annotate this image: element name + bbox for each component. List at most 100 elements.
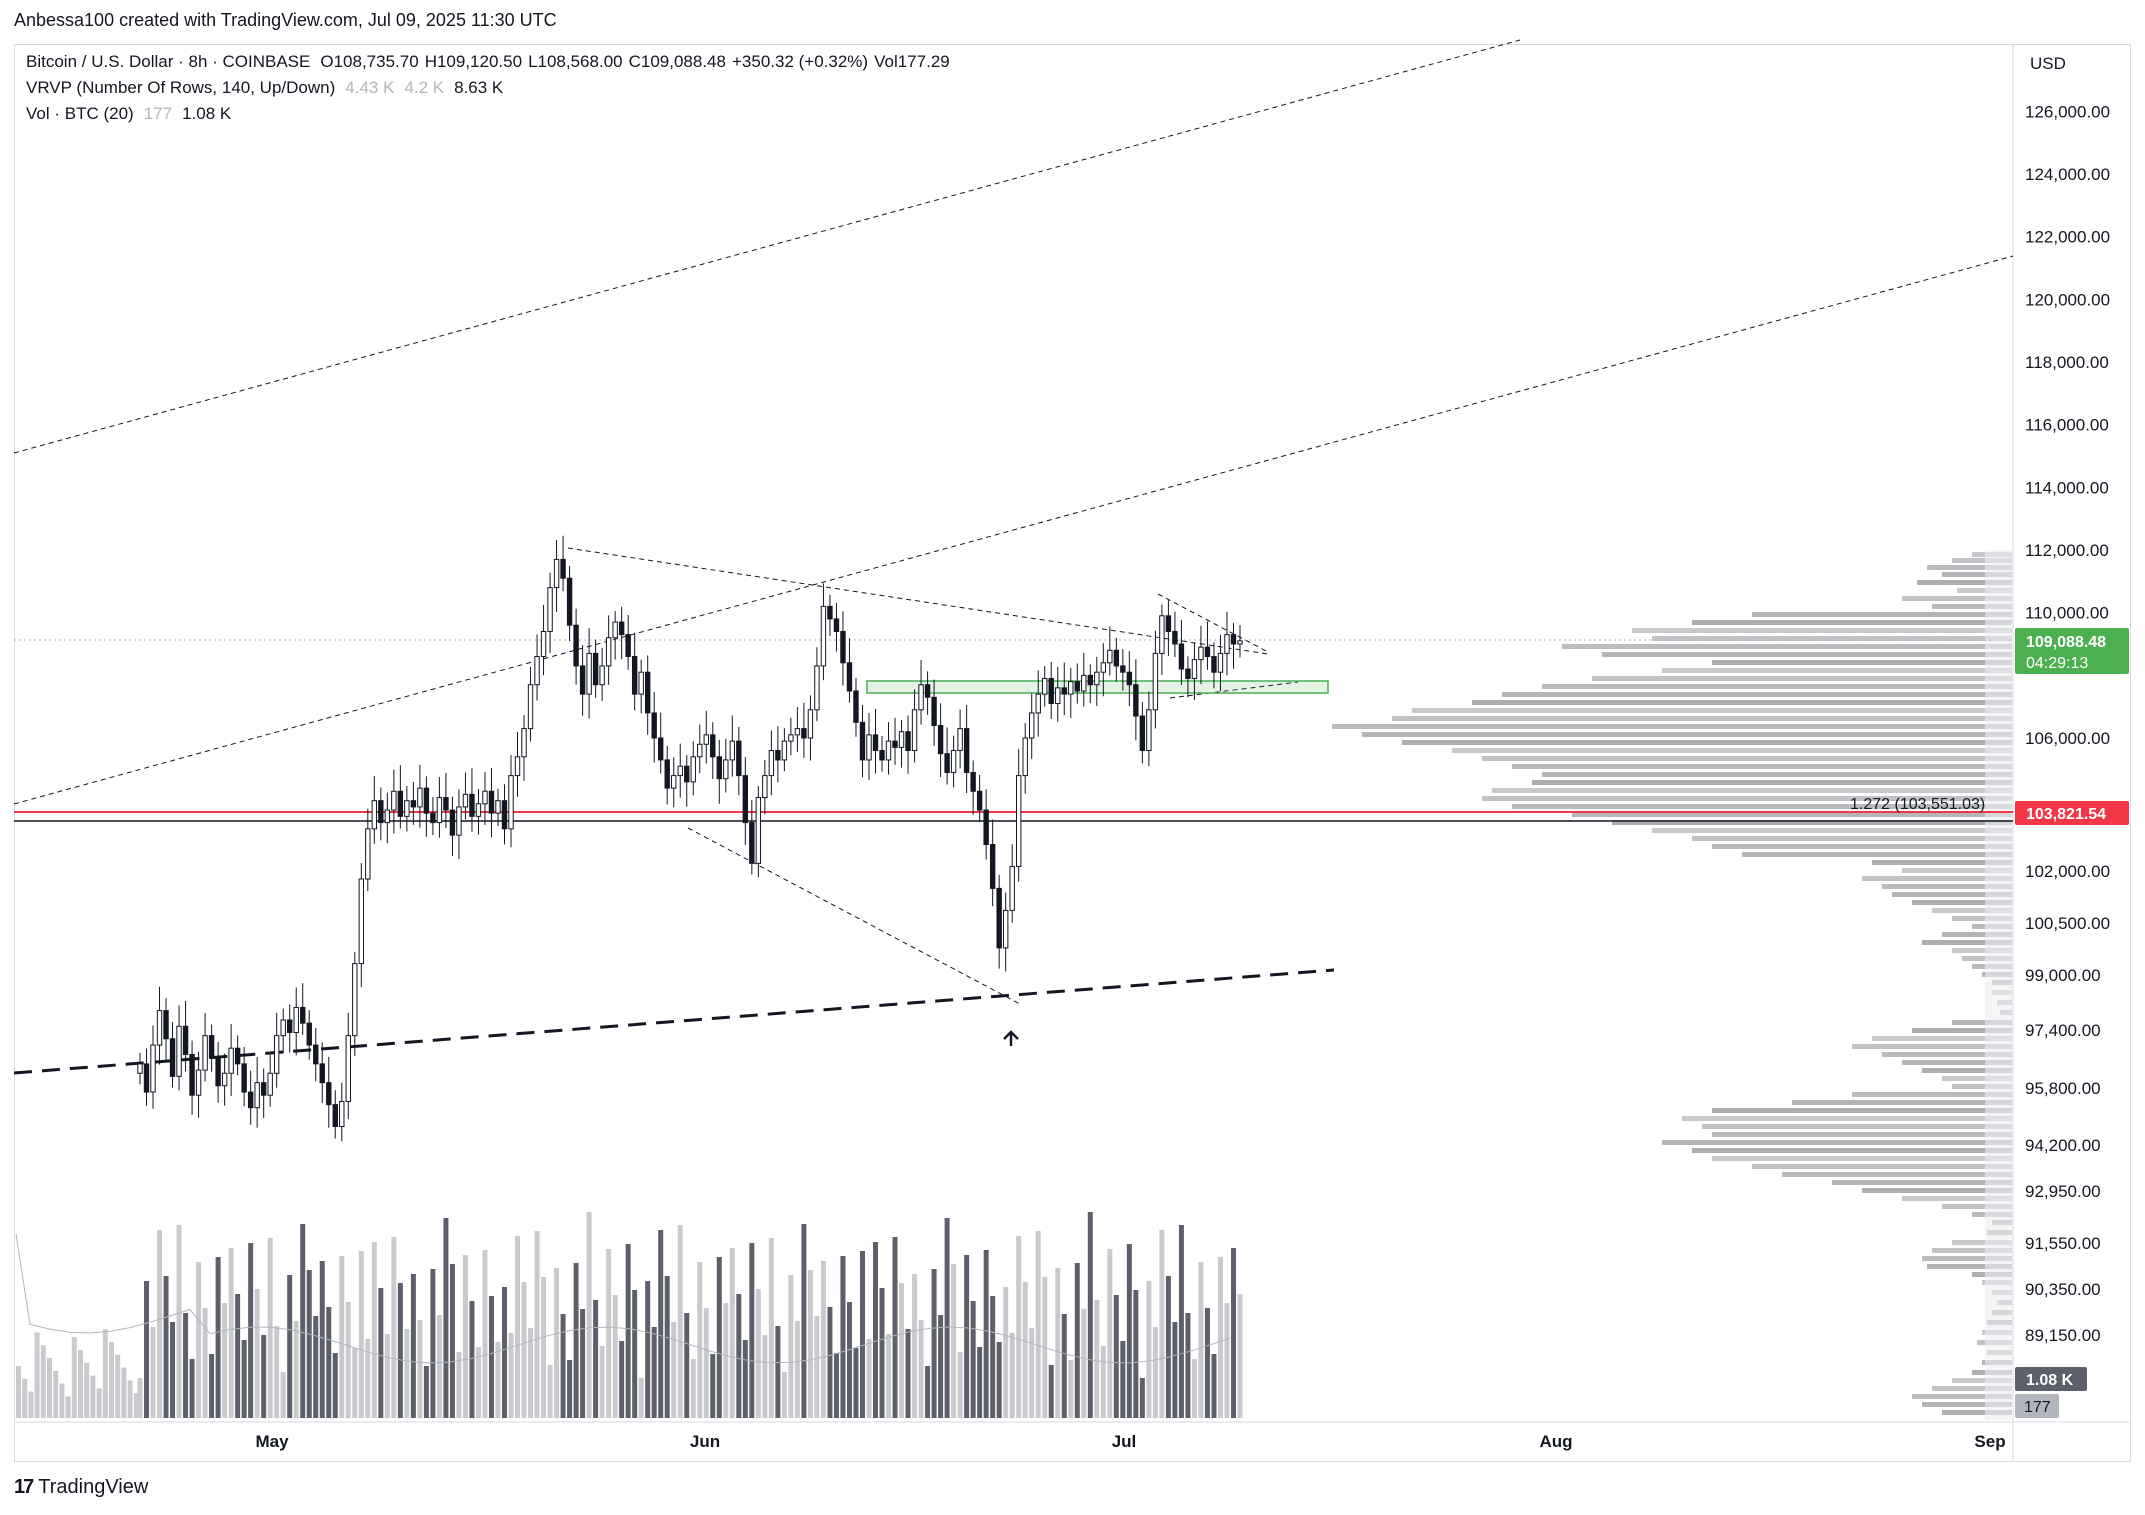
volume-profile-row [1957, 588, 2012, 593]
volume-bar [703, 1308, 709, 1418]
volume-profile-row [1922, 1402, 2012, 1407]
candle-body [983, 809, 989, 846]
volume-bar [1068, 1360, 1074, 1418]
candle-body [866, 734, 872, 761]
volume-bar [183, 1313, 189, 1418]
volume-profile-row [1742, 852, 2012, 857]
candle-body [631, 656, 638, 695]
volume-profile-row [1902, 868, 2012, 873]
candle-body [241, 1063, 247, 1093]
candle-body [540, 630, 547, 658]
candle-body [1230, 634, 1237, 645]
candle-body [202, 1035, 208, 1071]
vrvp-down-value: 4.2 K [404, 78, 445, 97]
volume-profile-row [1512, 804, 2012, 809]
candle-body [182, 1025, 189, 1055]
volume-bar [534, 1231, 540, 1418]
candle-body [332, 1104, 338, 1128]
volume-bar [1178, 1225, 1184, 1418]
candle-body [475, 803, 482, 817]
candle-body [853, 690, 859, 723]
volume-bar [59, 1383, 65, 1418]
volume-ma-tag [2015, 1367, 2087, 1391]
candle-body [1217, 652, 1224, 673]
triangle-lower-line [687, 827, 1021, 1005]
volume-bar [912, 1274, 918, 1418]
candle-body [840, 630, 846, 664]
candle-body [989, 844, 996, 889]
candle-body [358, 878, 365, 965]
volume-bar [586, 1212, 592, 1418]
volume-bar [886, 1334, 892, 1418]
candle-body [781, 740, 788, 761]
volume-profile-row [1882, 1052, 2012, 1057]
candle-body [534, 656, 540, 686]
candle-body [827, 605, 833, 620]
candle-body [404, 800, 410, 817]
volume-bar [365, 1339, 371, 1418]
volume-profile-row [1602, 652, 2012, 657]
candle-body [1165, 615, 1172, 632]
volume-profile-row [1917, 580, 2012, 585]
candle-body [150, 1044, 156, 1093]
candle-body [892, 740, 898, 748]
chart-pane[interactable] [14, 44, 2131, 1462]
volume-ma-value: 1.08 K [182, 104, 232, 123]
volume-bar [1146, 1281, 1152, 1418]
y-tick-label: 126,000.00 [2025, 102, 2110, 121]
symbol-name[interactable]: Bitcoin / U.S. Dollar · 8h · COINBASE [26, 52, 311, 71]
candle-body [215, 1057, 221, 1087]
y-tick-label: 106,000.00 [2025, 729, 2110, 748]
volume-profile-row [1932, 908, 2012, 913]
volume-bar [899, 1283, 905, 1418]
volume-bar [736, 1294, 742, 1418]
volume-bar [235, 1294, 241, 1418]
volume-bar [384, 1334, 390, 1418]
volume-profile-row [1932, 1248, 2012, 1253]
volume-bar [423, 1366, 429, 1418]
candle-body [391, 790, 397, 811]
volume-profile-row [1902, 1196, 2012, 1201]
volume-bar [573, 1263, 579, 1418]
candle-body [690, 756, 696, 783]
currency-label[interactable]: USD [2030, 54, 2066, 73]
candle-body [169, 1038, 176, 1077]
volume-bar [371, 1242, 377, 1418]
volume-bar [404, 1329, 410, 1418]
vrvp-label[interactable]: VRVP (Number Of Rows, 140, Up/Down) [26, 78, 336, 97]
volume-profile-row [1927, 1264, 2012, 1269]
volume-tag-value: 177 [2024, 1399, 2051, 1416]
candle-body [1042, 677, 1048, 695]
candle-body [176, 1025, 182, 1077]
volume-bar [16, 1366, 21, 1418]
volume-bar [78, 1350, 83, 1418]
volume-bar [267, 1238, 273, 1418]
volume-profile-row [1952, 948, 2012, 953]
volume-bar [352, 1348, 358, 1418]
candle-body [313, 1044, 319, 1065]
volume-bar [358, 1251, 364, 1418]
candle-body [1191, 659, 1198, 679]
candle-body [449, 809, 456, 836]
candle-body [703, 734, 709, 745]
volume-profile-row [1662, 1140, 2012, 1145]
volume-profile-row [1912, 900, 2012, 905]
candle-body [397, 790, 404, 817]
volume-bar [47, 1358, 52, 1418]
tradingview-logo[interactable]: 17 TradingView [14, 1476, 148, 1499]
candle-body [976, 790, 983, 811]
candle-body [658, 737, 664, 761]
candle-body [859, 721, 866, 761]
volume-bar [554, 1268, 560, 1418]
candle-body [1055, 687, 1061, 705]
volume-label[interactable]: Vol · BTC (20) [26, 104, 134, 123]
x-tick-label: Jun [690, 1432, 720, 1451]
candle-body [300, 1006, 306, 1024]
candle-body [755, 797, 762, 864]
candle-body [254, 1082, 260, 1109]
volume-bar [853, 1348, 859, 1418]
volume-bar [781, 1372, 787, 1418]
candle-body [944, 753, 950, 773]
y-tick-label: 110,000.00 [2025, 604, 2109, 623]
